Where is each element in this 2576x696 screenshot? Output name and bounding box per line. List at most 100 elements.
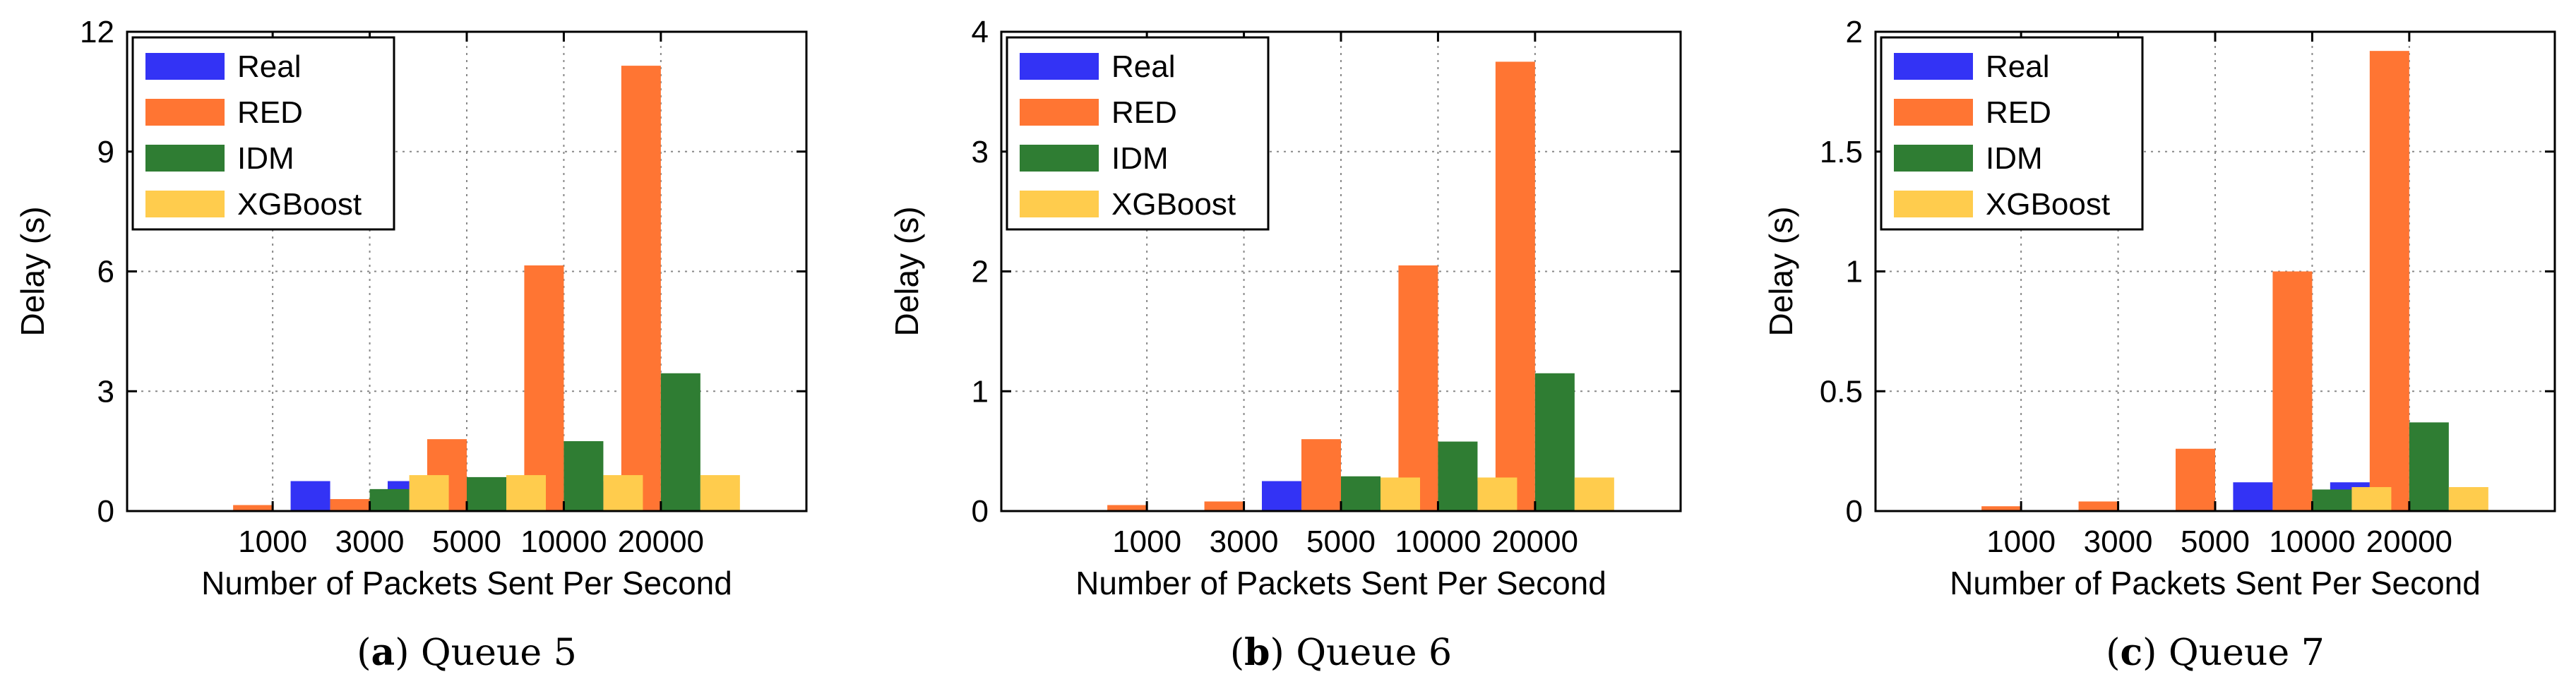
bar-red-5000 xyxy=(2176,448,2215,511)
y-tick-label: 12 xyxy=(80,15,114,49)
x-axis-title: Number of Packets Sent Per Second xyxy=(1075,565,1606,601)
caption-title: Queue 7 xyxy=(2169,632,2325,674)
caption-open-paren: ( xyxy=(1230,632,1244,674)
bar-xgboost-10000 xyxy=(1477,477,1517,511)
legend-label-red: RED xyxy=(237,95,303,130)
bar-red-3000 xyxy=(2078,501,2118,511)
legend-label-idm: IDM xyxy=(237,141,294,176)
y-axis-title: Delay (s) xyxy=(888,206,925,336)
x-tick-label: 3000 xyxy=(335,524,405,559)
legend-swatch-xgboost xyxy=(1894,191,1973,217)
legend: Real RED IDM XGBoost xyxy=(131,36,395,231)
y-tick-label: 9 xyxy=(97,135,114,169)
bar-red-10000 xyxy=(2272,271,2313,511)
legend-swatch-red xyxy=(1894,99,1973,126)
bar-red-20000 xyxy=(2369,51,2409,511)
caption-title: Queue 6 xyxy=(1296,632,1452,674)
bar-xgboost-20000 xyxy=(2448,487,2488,511)
caption-panel-label: c xyxy=(2121,631,2143,674)
x-tick-label: 1000 xyxy=(1986,524,2056,559)
bar-xgboost-20000 xyxy=(700,475,740,511)
y-tick-label: 6 xyxy=(97,255,114,289)
legend-swatch-idm xyxy=(1020,145,1099,172)
x-tick-label: 5000 xyxy=(1306,524,1376,559)
y-tick-label: 0 xyxy=(1846,494,1863,529)
caption-open-paren: ( xyxy=(2106,632,2120,674)
bar-xgboost-5000 xyxy=(1381,477,1420,511)
y-axis-title: Delay (s) xyxy=(14,206,51,336)
caption-close-paren: ) xyxy=(395,632,421,674)
bar-real-3000 xyxy=(290,481,330,511)
y-tick-label: 2 xyxy=(972,255,989,289)
legend-swatch-real xyxy=(1020,53,1099,80)
x-tick-label: 10000 xyxy=(1395,524,1481,559)
y-tick-label: 3 xyxy=(97,374,114,409)
bar-idm-20000 xyxy=(2409,422,2449,511)
bar-red-1000 xyxy=(1981,506,2022,511)
legend-swatch-xgboost xyxy=(1020,191,1099,217)
legend: Real RED IDM XGBoost xyxy=(1006,36,1270,231)
caption-panel-label: a xyxy=(371,631,395,674)
legend-label-real: Real xyxy=(1111,49,1176,84)
bar-real-10000 xyxy=(2233,482,2273,511)
chart-panel-a: 0 3 6 9 12 1000 3000 5000 10000 20000 Number of Pa… xyxy=(14,15,808,674)
bar-red-10000 xyxy=(1398,265,1438,511)
x-tick-label: 5000 xyxy=(2181,524,2250,559)
caption-panel-label: b xyxy=(1244,631,1270,674)
legend-label-idm: IDM xyxy=(1986,141,2043,176)
legend-swatch-idm xyxy=(1894,145,1973,172)
bar-idm-5000 xyxy=(1341,476,1381,511)
bar-idm-10000 xyxy=(1438,441,1478,511)
caption-open-paren: ( xyxy=(357,632,371,674)
legend-label-xgboost: XGBoost xyxy=(237,187,362,222)
y-tick-label: 2 xyxy=(1846,15,1863,49)
legend-label-idm: IDM xyxy=(1111,141,1169,176)
caption-close-paren: ) xyxy=(2142,632,2169,674)
legend-label-red: RED xyxy=(1986,95,2051,130)
bar-idm-20000 xyxy=(1534,373,1575,511)
legend-label-real: Real xyxy=(1986,49,2050,84)
chart-panel-b: 0 1 2 3 4 1000 3000 5000 10000 20000 Number of Pac… xyxy=(888,15,1682,674)
y-tick-label: 3 xyxy=(972,135,989,169)
bar-xgboost-10000 xyxy=(603,475,643,511)
legend-label-xgboost: XGBoost xyxy=(1986,187,2110,222)
y-tick-label: 1 xyxy=(1846,255,1863,289)
bar-red-3000 xyxy=(330,499,370,511)
panel-caption: (b) Queue 6 xyxy=(1230,631,1452,674)
caption-title: Queue 5 xyxy=(421,632,577,674)
legend-swatch-red xyxy=(1020,99,1099,126)
bar-red-1000 xyxy=(1107,505,1147,511)
x-axis-title: Number of Packets Sent Per Second xyxy=(201,565,732,601)
legend-swatch-xgboost xyxy=(145,191,225,217)
y-tick-label: 0.5 xyxy=(1820,374,1863,409)
bar-red-3000 xyxy=(1204,501,1244,511)
panel-caption: (a) Queue 5 xyxy=(357,631,577,674)
bar-red-20000 xyxy=(1495,61,1535,511)
bar-red-20000 xyxy=(621,66,661,512)
bar-idm-10000 xyxy=(564,440,604,511)
legend-swatch-red xyxy=(145,99,225,126)
y-tick-label: 1.5 xyxy=(1820,135,1863,169)
legend-label-xgboost: XGBoost xyxy=(1111,187,1236,222)
bar-xgboost-10000 xyxy=(2351,487,2392,511)
x-tick-label: 5000 xyxy=(432,524,501,559)
bar-real-5000 xyxy=(1262,481,1301,511)
legend: Real RED IDM XGBoost xyxy=(1880,36,2144,231)
bar-idm-5000 xyxy=(467,476,506,511)
panel-caption: (c) Queue 7 xyxy=(2106,631,2325,674)
bar-xgboost-3000 xyxy=(409,475,449,511)
y-tick-label: 1 xyxy=(972,374,989,409)
caption-close-paren: ) xyxy=(1270,632,1296,674)
x-tick-label: 1000 xyxy=(238,524,307,559)
x-tick-label: 20000 xyxy=(2366,524,2452,559)
bar-red-5000 xyxy=(1301,439,1341,511)
bar-idm-3000 xyxy=(369,488,410,511)
legend-label-red: RED xyxy=(1111,95,1177,130)
legend-swatch-idm xyxy=(145,145,225,172)
x-tick-label: 20000 xyxy=(618,524,704,559)
x-tick-label: 10000 xyxy=(2269,524,2355,559)
y-tick-label: 0 xyxy=(97,494,114,529)
legend-label-real: Real xyxy=(237,49,302,84)
y-tick-label: 0 xyxy=(972,494,989,529)
